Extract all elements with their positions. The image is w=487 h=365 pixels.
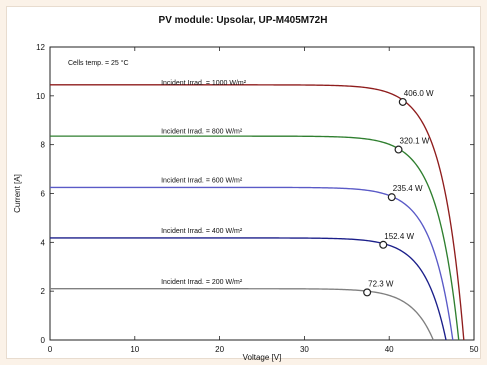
iv-curve-line-2	[50, 135, 460, 341]
maximum-power-point-marker-2	[394, 145, 403, 154]
power-label-4: 152.4 W	[384, 232, 414, 241]
text-layer: PV module: Upsolar, UP-M405M72H Voltage […	[13, 15, 434, 362]
power-label-1: 406.0 W	[404, 89, 434, 98]
maximum-power-point-marker-1	[398, 97, 407, 106]
power-label-3: 235.4 W	[393, 184, 423, 193]
iv-curve-line-5	[50, 288, 434, 341]
y-tick-label: 6	[41, 190, 46, 199]
chart-title: PV module: Upsolar, UP-M405M72H	[159, 15, 328, 26]
power-label-2: 320.1 W	[400, 137, 430, 146]
series-layer	[50, 84, 465, 341]
x-tick-label: 10	[130, 345, 139, 354]
x-tick-label: 30	[300, 345, 309, 354]
iv-curve-line-1	[50, 84, 465, 341]
y-tick-label: 4	[41, 238, 46, 247]
y-tick-label: 10	[36, 92, 45, 101]
y-tick-label: 2	[41, 287, 46, 296]
iv-curve-line-3	[50, 186, 454, 341]
maximum-power-point-marker-3	[387, 193, 396, 202]
series-label-5: Incident Irrad. = 200 W/m²	[161, 279, 243, 286]
y-tick-label: 8	[41, 141, 46, 150]
x-tick-label: 20	[215, 345, 224, 354]
series-label-2: Incident Irrad. = 800 W/m²	[161, 129, 243, 136]
series-label-4: Incident Irrad. = 400 W/m²	[161, 228, 243, 235]
series-label-3: Incident Irrad. = 600 W/m²	[161, 178, 243, 185]
maximum-power-point-marker-4	[379, 240, 388, 249]
x-tick-label: 50	[470, 345, 479, 354]
y-tick-label: 0	[41, 336, 46, 345]
y-axis-title: Current [A]	[13, 174, 22, 213]
x-tick-label: 40	[385, 345, 394, 354]
x-axis-title: Voltage [V]	[243, 353, 282, 362]
axes: 0 10 20 30 40 50 0 2 4 6 8 10 12	[36, 43, 479, 354]
y-tick-label: 12	[36, 43, 45, 52]
cell-temperature-note: Cells temp. = 25 °C	[68, 59, 129, 67]
maximum-power-point-marker-5	[363, 288, 372, 297]
x-tick-label: 0	[48, 345, 53, 354]
series-label-1: Incident Irrad. = 1000 W/m²	[161, 80, 247, 87]
power-label-5: 72.3 W	[368, 279, 394, 288]
